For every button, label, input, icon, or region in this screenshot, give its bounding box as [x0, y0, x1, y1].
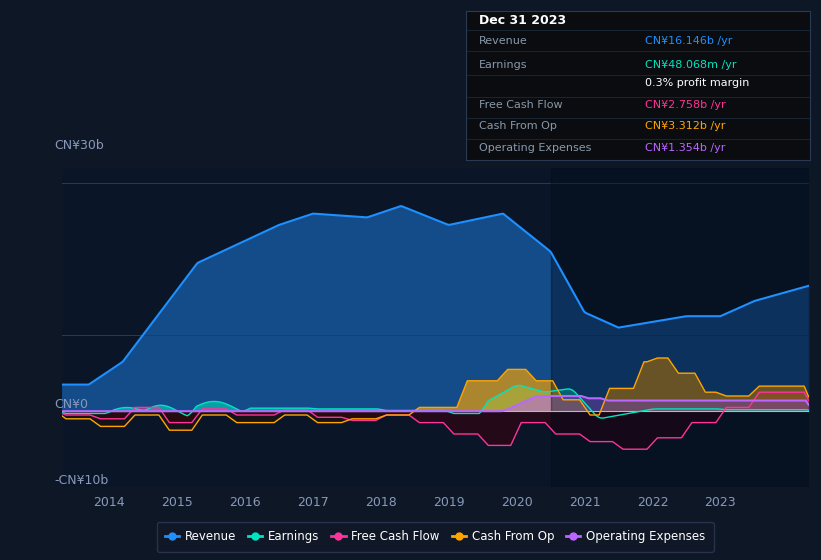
Bar — [551, 168, 809, 487]
Legend: Revenue, Earnings, Free Cash Flow, Cash From Op, Operating Expenses: Revenue, Earnings, Free Cash Flow, Cash … — [157, 522, 713, 552]
Text: -CN¥10b: -CN¥10b — [54, 474, 108, 487]
Text: 0.3% profit margin: 0.3% profit margin — [644, 78, 750, 87]
Text: CN¥16.146b /yr: CN¥16.146b /yr — [644, 36, 732, 46]
Text: CN¥1.354b /yr: CN¥1.354b /yr — [644, 143, 725, 152]
Text: CN¥2.758b /yr: CN¥2.758b /yr — [644, 100, 726, 110]
Text: CN¥48.068m /yr: CN¥48.068m /yr — [644, 60, 736, 70]
Text: Cash From Op: Cash From Op — [479, 121, 557, 131]
Text: Operating Expenses: Operating Expenses — [479, 143, 592, 152]
Text: Dec 31 2023: Dec 31 2023 — [479, 14, 566, 27]
Text: Earnings: Earnings — [479, 60, 528, 70]
Text: CN¥3.312b /yr: CN¥3.312b /yr — [644, 121, 725, 131]
Text: CN¥0: CN¥0 — [54, 398, 88, 411]
Text: Free Cash Flow: Free Cash Flow — [479, 100, 563, 110]
Text: CN¥30b: CN¥30b — [54, 139, 103, 152]
Text: Revenue: Revenue — [479, 36, 528, 46]
